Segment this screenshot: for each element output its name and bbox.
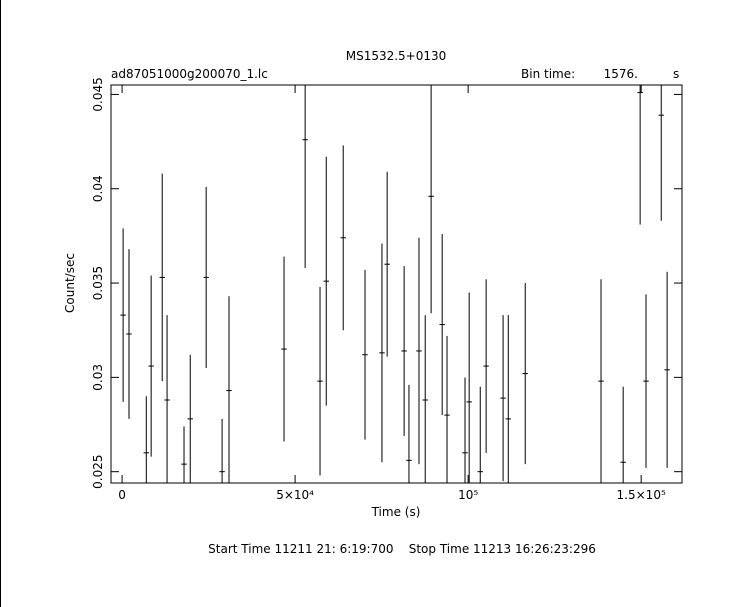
footer: Start Time 11211 21: 6:19:700 Stop Time …	[208, 542, 596, 556]
bin-time-label: Bin time:	[521, 67, 575, 81]
y-axis-label: Count/sec	[63, 253, 77, 313]
file-name: ad87051000g200070_1.lc	[111, 67, 268, 81]
bin-time: 1576.	[604, 67, 638, 81]
bin-time-unit: s	[673, 67, 679, 81]
x-axis-label: Time (s)	[371, 505, 421, 519]
x-tick-label: 5×10⁴	[276, 488, 314, 502]
x-tick-label: 10⁵	[458, 488, 478, 502]
y-tick-label: 0.025	[91, 455, 105, 489]
y-tick-label: 0.03	[91, 364, 105, 391]
y-tick-label: 0.035	[91, 266, 105, 300]
chart-title: MS1532.5+0130	[346, 49, 447, 63]
y-tick-label: 0.04	[91, 175, 105, 202]
plot-frame	[110, 84, 683, 484]
marks	[120, 85, 670, 483]
x-tick-label: 1.5×10⁵	[617, 488, 666, 502]
x-tick-label: 0	[118, 488, 126, 502]
y-tick-label: 0.045	[91, 77, 105, 111]
